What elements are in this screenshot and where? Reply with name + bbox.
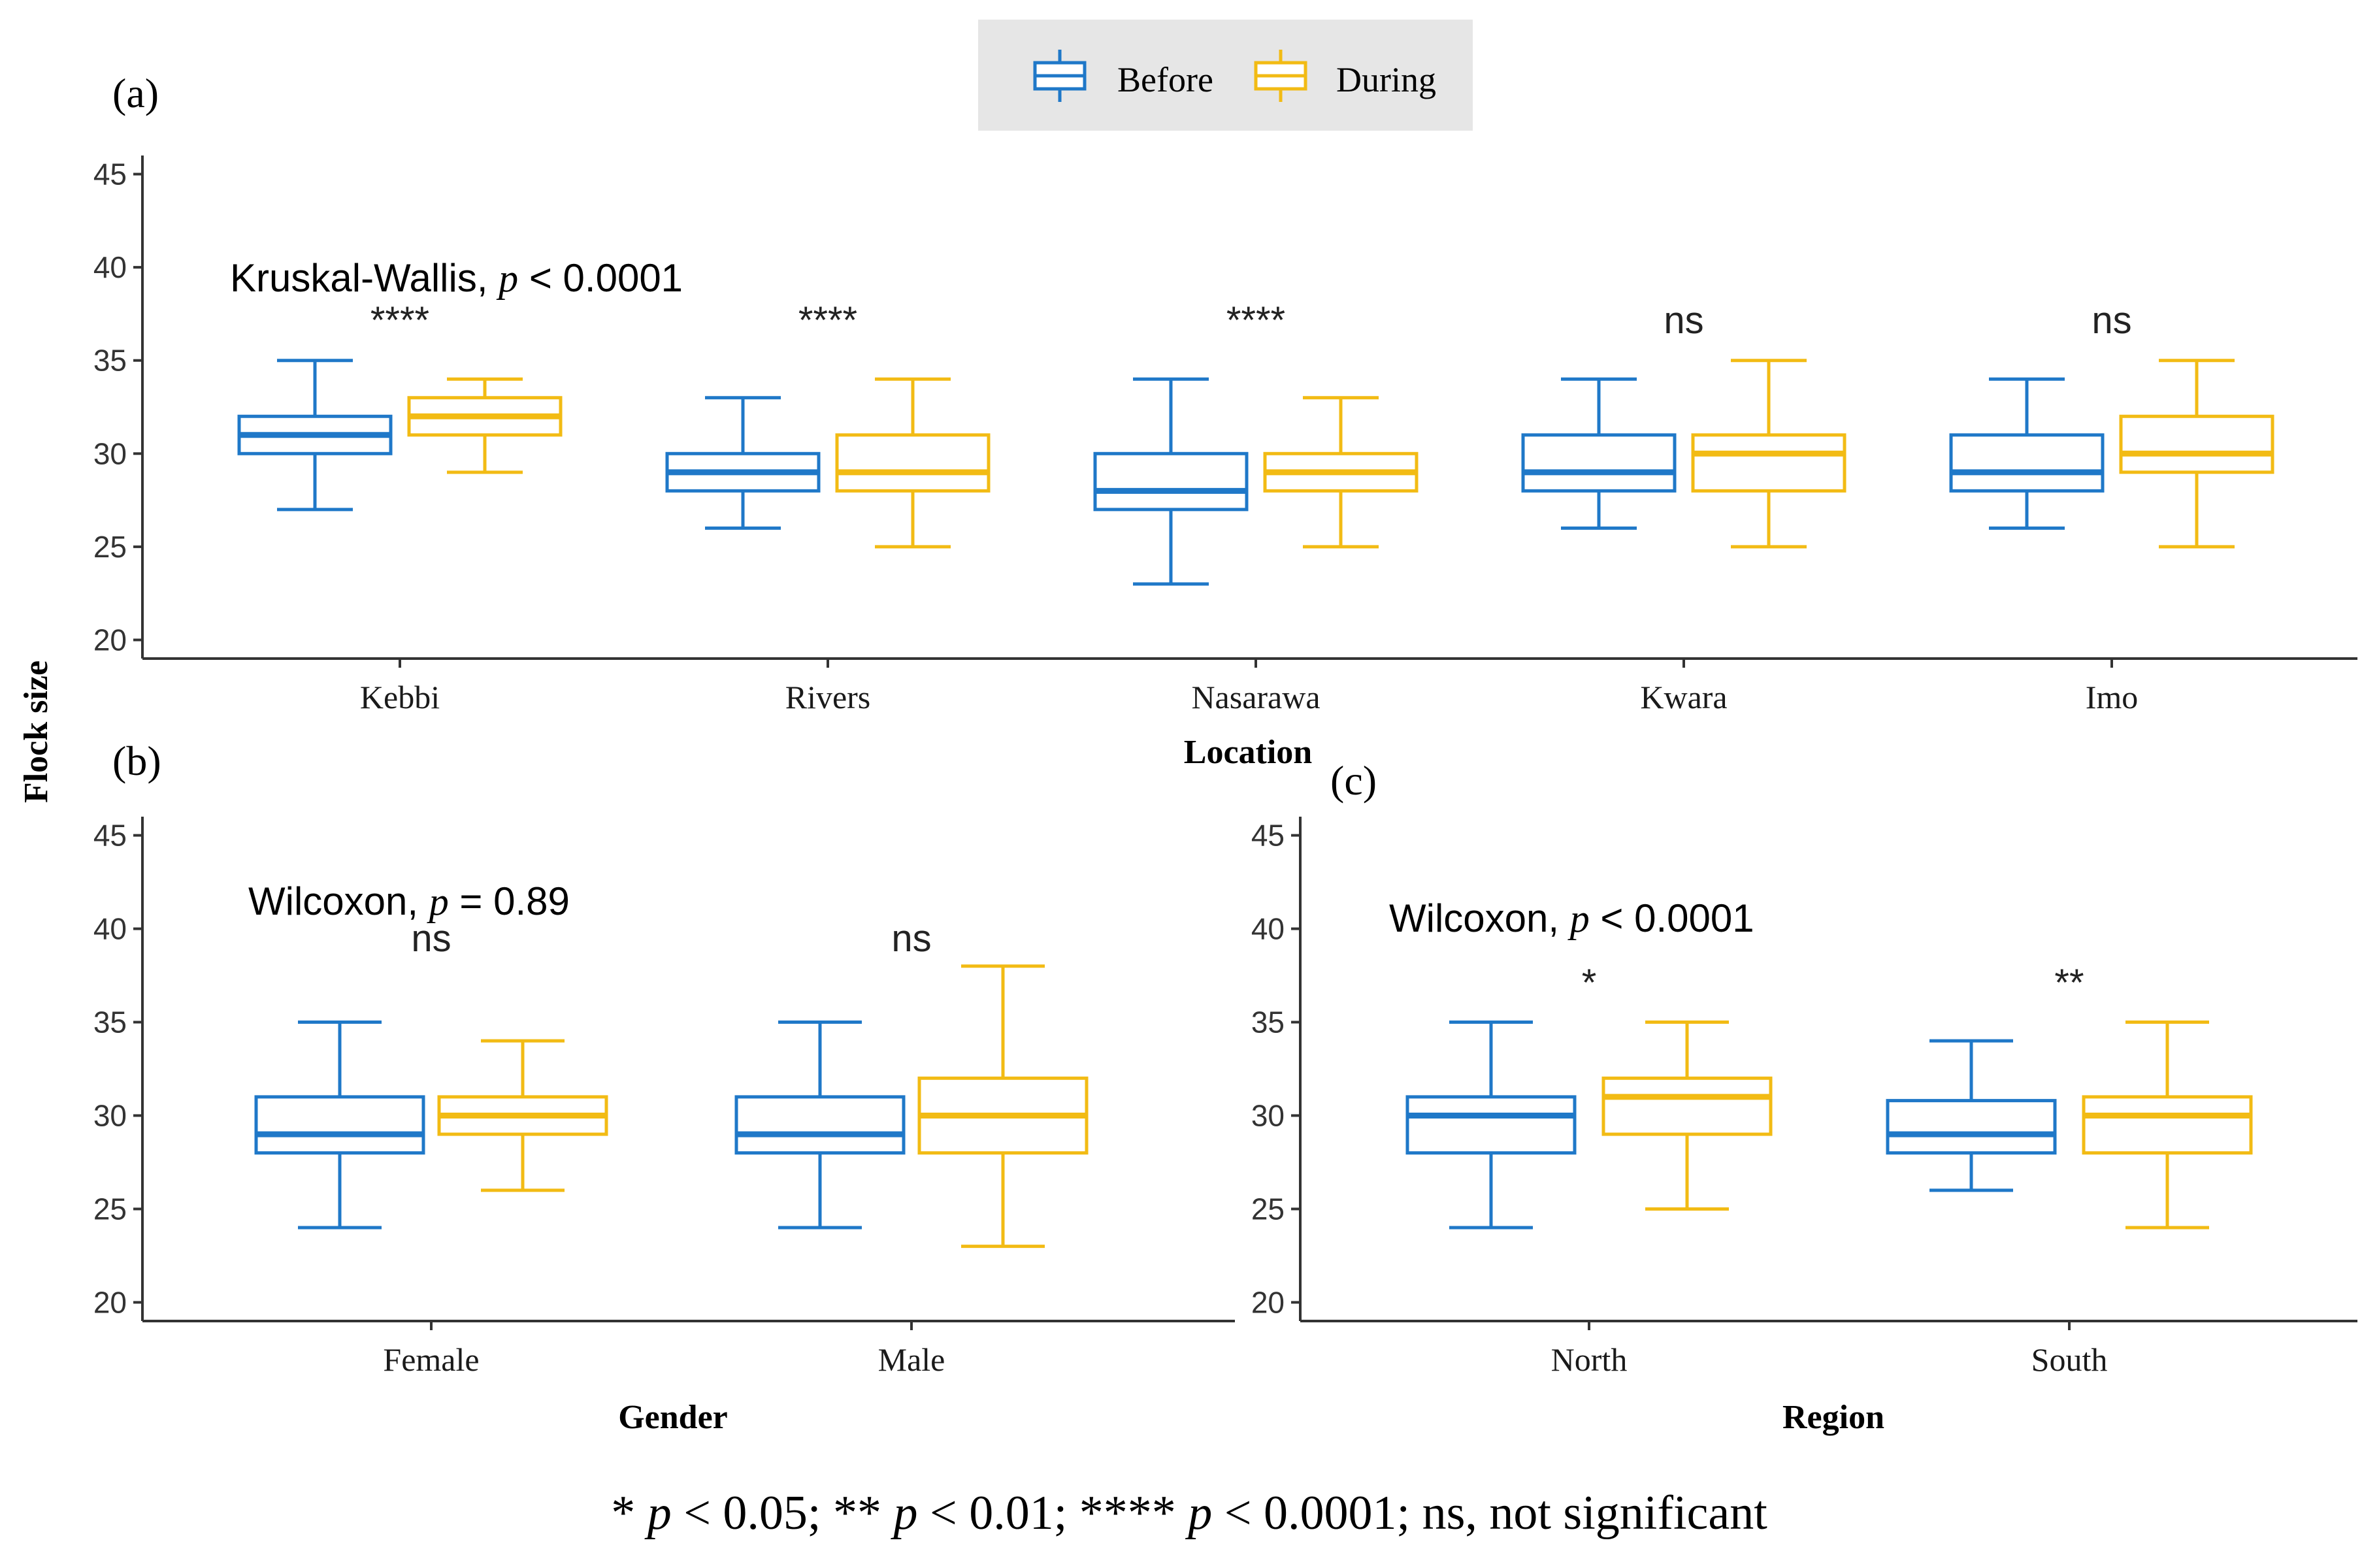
panel-a-location: (a) Kruskal-Wallis, p < 0.0001 Location … (93, 70, 2357, 771)
box-during-south (2082, 1021, 2253, 1230)
iqr-box (1886, 1099, 2057, 1155)
box-before-south (1886, 1039, 2057, 1192)
legend-key-during (1254, 50, 1307, 102)
x-axis-title-c: Region (1782, 1399, 1884, 1436)
x-tick-label: South (2031, 1341, 2108, 1378)
y-tick-label: 35 (93, 1005, 127, 1039)
panel-b-gender: (b) Wilcoxon, p = 0.89 Gender 20 25 30 35 40… (93, 738, 1235, 1436)
box-before-north (1405, 1021, 1577, 1230)
box-before-kwara (1521, 377, 1677, 530)
iqr-box (1601, 1076, 1773, 1136)
box-before-rivers (665, 396, 821, 530)
x-tick-label: Male (878, 1341, 945, 1378)
iqr-box (254, 1095, 425, 1155)
y-tick-label: 30 (1251, 1098, 1285, 1132)
y-tick-label: 25 (1251, 1192, 1285, 1226)
y-tick-label: 40 (1251, 912, 1285, 946)
x-tick-label: Rivers (785, 679, 871, 715)
legend-label-before: Before (1117, 60, 1213, 99)
legend: Before During (978, 20, 1473, 131)
y-tick-label: 45 (93, 157, 127, 191)
y-tick-label: 20 (93, 623, 127, 657)
x-tick-label: Kebbi (360, 679, 440, 715)
iqr-box (734, 1095, 906, 1155)
iqr-box (1691, 433, 1846, 493)
box-before-imo (1949, 377, 2105, 530)
box-during-imo (2119, 359, 2274, 549)
box-during-kebbi (407, 377, 563, 474)
legend-label-during: During (1336, 60, 1436, 99)
significance-label: ** (2054, 962, 2084, 1004)
box-during-kwara (1691, 359, 1846, 549)
x-axis-title-b: Gender (618, 1399, 728, 1436)
x-tick-label: North (1551, 1341, 1628, 1378)
x-tick-label: Imo (2086, 679, 2139, 715)
test-label-a: Kruskal-Wallis, p < 0.0001 (230, 256, 683, 300)
box-before-female (254, 1021, 425, 1230)
y-tick-label: 40 (93, 250, 127, 284)
panel-label-c: (c) (1330, 757, 1377, 804)
x-axis-title-a: Location (1184, 734, 1313, 771)
significance-label: **** (370, 299, 429, 342)
significance-label: ns (891, 917, 931, 960)
box-before-nasarawa (1093, 377, 1249, 586)
test-label-b: Wilcoxon, p = 0.89 (248, 879, 570, 923)
y-tick-label: 45 (1251, 819, 1285, 853)
y-tick-label: 45 (93, 819, 127, 853)
x-tick-label: Female (383, 1341, 479, 1378)
significance-label: ns (1664, 299, 1703, 342)
iqr-box (1405, 1095, 1577, 1155)
box-during-north (1601, 1021, 1773, 1211)
x-tick-label: Nasarawa (1191, 679, 1320, 715)
significance-label: **** (1226, 299, 1285, 342)
y-tick-label: 35 (93, 344, 127, 378)
iqr-box (835, 433, 991, 493)
iqr-box (2082, 1095, 2253, 1155)
iqr-box (1949, 433, 2105, 493)
box-during-rivers (835, 377, 991, 549)
y-tick-label: 25 (93, 530, 127, 564)
significance-label: ns (2092, 299, 2131, 342)
footnote: * p < 0.05; ** p < 0.01; **** p < 0.0001… (611, 1486, 1767, 1540)
box-during-female (437, 1039, 608, 1192)
significance-label: **** (798, 299, 857, 342)
y-tick-label: 30 (93, 436, 127, 470)
y-tick-label: 35 (1251, 1005, 1285, 1039)
legend-key-before (1033, 50, 1087, 102)
box-during-nasarawa (1263, 396, 1419, 549)
significance-label: * (1582, 962, 1597, 1004)
y-tick-label: 20 (1251, 1285, 1285, 1319)
panel-c-region: (c) Wilcoxon, p < 0.0001 Region 20 25 30 35… (1251, 757, 2357, 1436)
y-tick-label: 40 (93, 912, 127, 946)
iqr-box (1093, 451, 1249, 512)
box-during-male (917, 964, 1089, 1249)
y-axis-title: Flock size (18, 661, 55, 803)
y-tick-label: 20 (93, 1285, 127, 1319)
box-before-male (734, 1021, 906, 1230)
y-tick-label: 25 (93, 1192, 127, 1226)
panel-label-b: (b) (112, 738, 161, 784)
iqr-box (1521, 433, 1677, 493)
box-before-kebbi (237, 359, 393, 512)
test-label-c: Wilcoxon, p < 0.0001 (1389, 896, 1754, 940)
x-tick-label: Kwara (1640, 679, 1727, 715)
y-tick-label: 30 (93, 1098, 127, 1132)
iqr-box (2119, 414, 2274, 474)
significance-label: ns (411, 917, 451, 960)
panel-label-a: (a) (112, 70, 159, 116)
